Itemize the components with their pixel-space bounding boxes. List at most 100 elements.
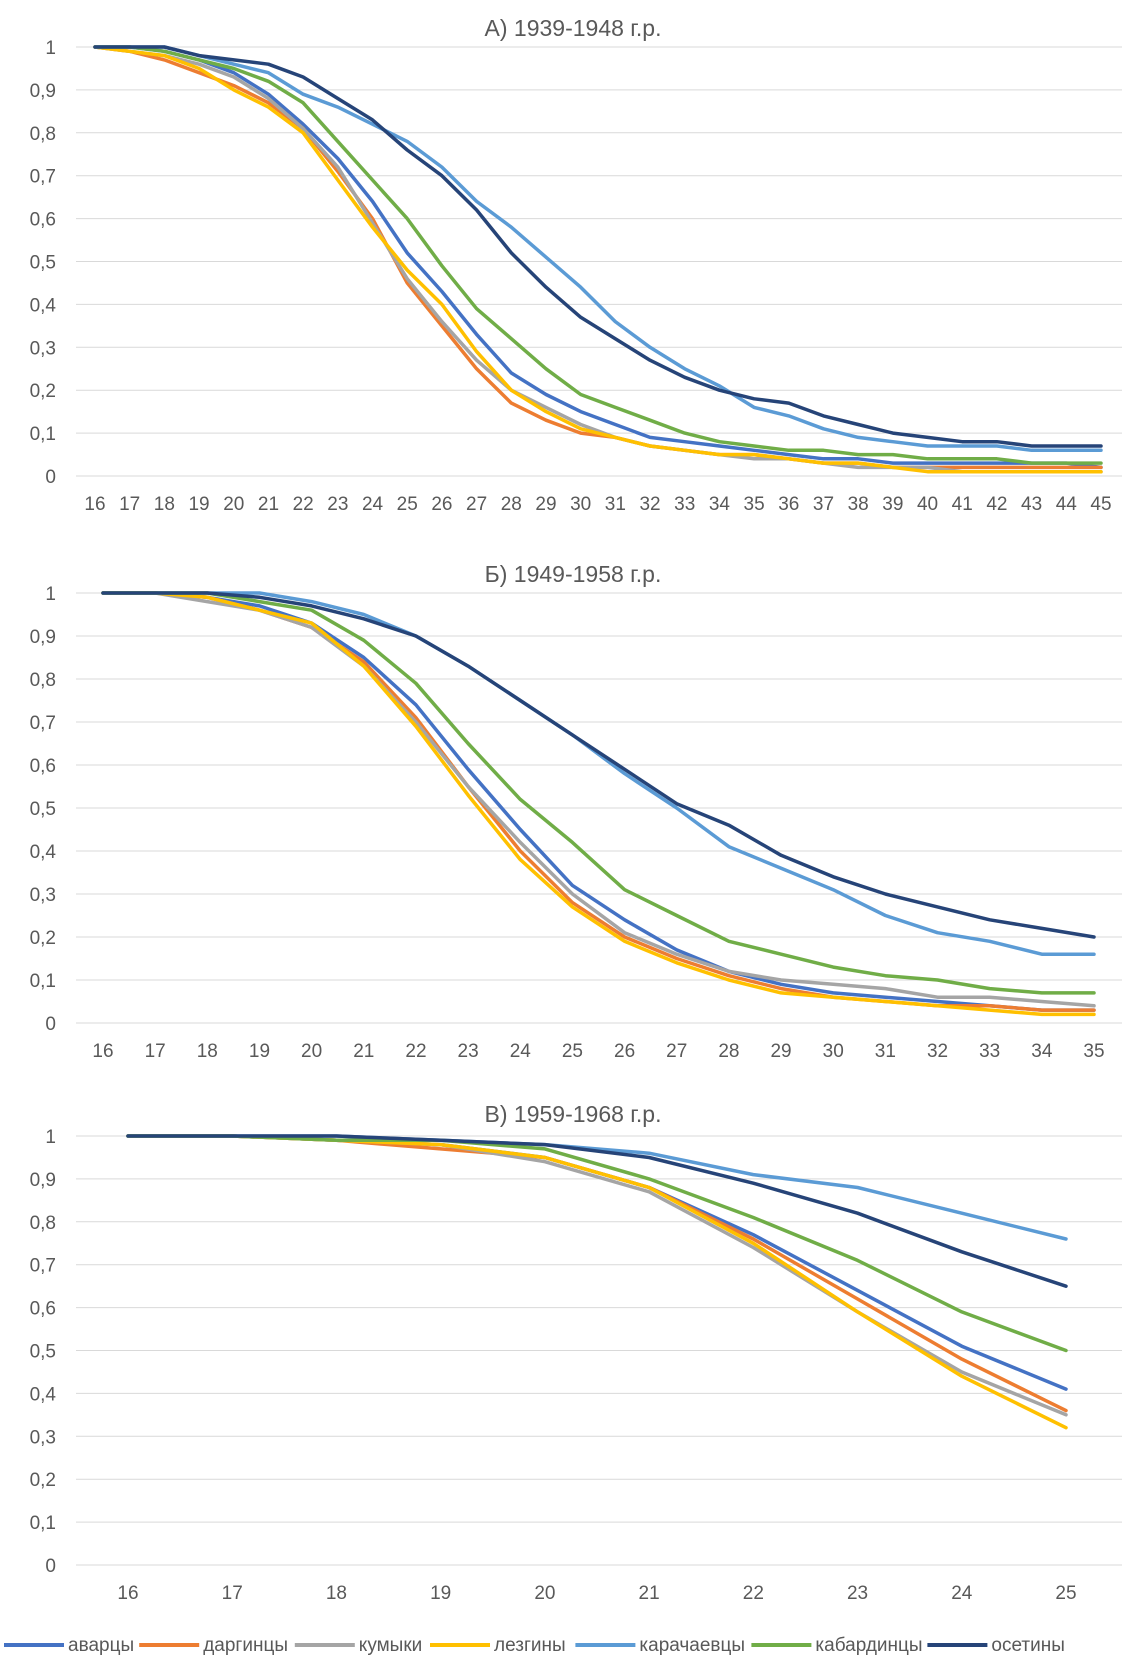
series-line-карачаевцы	[101, 591, 1096, 956]
y-tick-label: 0,4	[30, 1384, 57, 1405]
series-line-даргинцы	[101, 591, 1096, 1012]
series-line-даргинцы	[93, 45, 1103, 470]
x-tick-label: 16	[84, 494, 105, 515]
legend-label: карачаевцы	[639, 1635, 745, 1656]
x-tick-label: 39	[882, 494, 903, 515]
x-tick-label: 30	[570, 494, 591, 515]
x-tick-label: 26	[614, 1041, 635, 1062]
x-tick-label: 31	[875, 1041, 896, 1062]
x-tick-label: 24	[951, 1583, 973, 1604]
x-tick-label: 28	[501, 494, 522, 515]
x-tick-label: 18	[154, 494, 175, 515]
x-tick-label: 24	[510, 1041, 532, 1062]
x-tick-label: 20	[534, 1583, 555, 1604]
series-line-кабардинцы	[101, 591, 1096, 995]
x-tick-label: 23	[847, 1583, 868, 1604]
y-tick-label: 0,9	[30, 81, 56, 102]
series-line-карачаевцы	[93, 45, 1103, 453]
y-tick-label: 0,8	[30, 124, 56, 145]
x-tick-label: 44	[1056, 494, 1078, 515]
x-tick-label: 18	[197, 1041, 218, 1062]
y-tick-label: 0,2	[30, 1470, 56, 1491]
chart-title: А) 1939-1948 г.р.	[485, 15, 662, 41]
y-tick-label: 0,4	[30, 295, 57, 316]
x-tick-label: 21	[639, 1583, 660, 1604]
y-tick-label: 0,4	[30, 842, 57, 863]
y-tick-label: 0,5	[30, 1342, 56, 1363]
y-tick-label: 0,2	[30, 928, 56, 949]
x-tick-label: 34	[709, 494, 731, 515]
y-tick-label: 0,8	[30, 1213, 56, 1234]
y-tick-label: 0,1	[30, 971, 56, 992]
x-tick-label: 16	[117, 1583, 138, 1604]
legend-label: осетины	[991, 1635, 1064, 1656]
y-tick-label: 0,8	[30, 670, 56, 691]
series-line-кумыки	[101, 591, 1096, 1008]
x-tick-label: 29	[535, 494, 556, 515]
x-tick-label: 41	[952, 494, 973, 515]
x-tick-label: 27	[666, 1041, 687, 1062]
y-tick-label: 0	[45, 1014, 56, 1035]
x-tick-label: 40	[917, 494, 938, 515]
y-tick-label: 0,1	[30, 1513, 56, 1534]
y-tick-label: 0,9	[30, 1170, 56, 1191]
x-tick-label: 17	[222, 1583, 243, 1604]
x-tick-label: 38	[848, 494, 869, 515]
y-tick-label: 1	[45, 1127, 56, 1148]
y-tick-label: 0,9	[30, 627, 56, 648]
x-tick-label: 45	[1090, 494, 1111, 515]
y-tick-label: 1	[45, 38, 56, 59]
y-tick-label: 0	[45, 467, 56, 488]
series-line-лезгины	[93, 45, 1103, 474]
x-tick-label: 27	[466, 494, 487, 515]
y-tick-label: 0,7	[30, 713, 56, 734]
legend-label: кумыки	[359, 1635, 422, 1656]
y-tick-label: 0,7	[30, 1256, 56, 1277]
x-tick-label: 37	[813, 494, 834, 515]
legend-label: лезгины	[494, 1635, 566, 1656]
y-tick-label: 1	[45, 584, 56, 605]
x-tick-label: 20	[301, 1041, 322, 1062]
x-tick-label: 19	[188, 494, 209, 515]
y-tick-label: 0	[45, 1556, 56, 1577]
series-line-кумыки	[126, 1134, 1068, 1417]
x-tick-label: 18	[326, 1583, 347, 1604]
x-tick-label: 32	[927, 1041, 948, 1062]
x-tick-label: 21	[353, 1041, 374, 1062]
x-tick-label: 35	[744, 494, 765, 515]
x-tick-label: 32	[639, 494, 660, 515]
x-tick-label: 25	[397, 494, 418, 515]
x-tick-label: 31	[605, 494, 626, 515]
x-tick-label: 43	[1021, 494, 1042, 515]
x-tick-label: 29	[770, 1041, 791, 1062]
series-line-кумыки	[93, 45, 1103, 474]
legend-label: кабардинцы	[815, 1635, 922, 1656]
x-tick-label: 17	[119, 494, 140, 515]
x-tick-label: 22	[743, 1583, 764, 1604]
x-tick-label: 25	[1055, 1583, 1076, 1604]
y-tick-label: 0,6	[30, 756, 56, 777]
x-tick-label: 34	[1031, 1041, 1053, 1062]
series-line-кабардинцы	[93, 45, 1103, 465]
y-tick-label: 0,7	[30, 167, 56, 188]
y-tick-label: 0,6	[30, 210, 56, 231]
series-line-осетины	[93, 45, 1103, 448]
series-line-аварцы	[101, 591, 1096, 1012]
legend-label: аварцы	[68, 1635, 134, 1656]
x-tick-label: 30	[823, 1041, 844, 1062]
y-tick-label: 0,5	[30, 253, 56, 274]
x-tick-label: 20	[223, 494, 244, 515]
series-line-осетины	[101, 591, 1096, 939]
x-tick-label: 33	[674, 494, 695, 515]
x-tick-label: 25	[562, 1041, 583, 1062]
x-tick-label: 19	[249, 1041, 270, 1062]
x-tick-label: 17	[145, 1041, 166, 1062]
y-tick-label: 0,3	[30, 338, 56, 359]
x-tick-label: 36	[778, 494, 799, 515]
y-tick-label: 0,6	[30, 1299, 56, 1320]
chart-title: В) 1959-1968 г.р.	[485, 1101, 662, 1127]
legend-label: даргинцы	[203, 1635, 288, 1656]
series-line-осетины	[126, 1134, 1068, 1288]
